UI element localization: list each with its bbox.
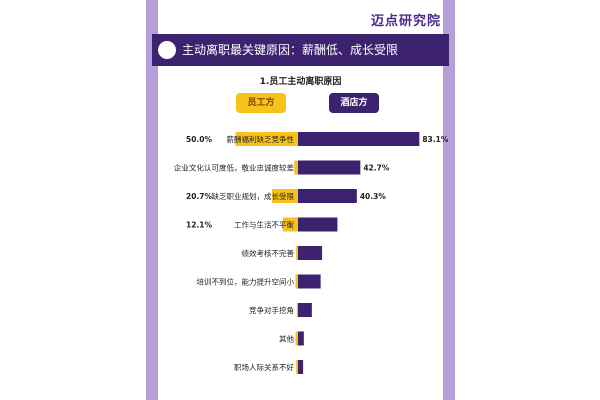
category-label-6: 竞争对手挖角 bbox=[249, 305, 294, 315]
value-label-hotel-0: 83.1% bbox=[422, 135, 449, 144]
bar-hotel-7 bbox=[298, 331, 304, 346]
diverging-bar-chart: 薪酬福利缺乏竞争性 50.0% 83.1% 企业文化认可度低，敬业忠诚度较差 42.7%… bbox=[174, 132, 449, 374]
bar-employee-6 bbox=[296, 303, 298, 317]
bar-employee-7 bbox=[295, 331, 298, 346]
bar-hotel-6 bbox=[298, 303, 312, 317]
bar-hotel-5 bbox=[298, 274, 321, 289]
bar-hotel-4 bbox=[298, 246, 323, 260]
value-label-hotel-1: 42.7% bbox=[363, 164, 390, 173]
category-label-8: 职场人际关系不好 bbox=[234, 362, 294, 372]
bar-employee-8 bbox=[296, 360, 298, 374]
bar-employee-4 bbox=[296, 246, 298, 260]
bar-hotel-1 bbox=[298, 160, 361, 175]
category-label-3: 工作与生活不平衡 bbox=[234, 220, 294, 230]
infographic-frame: 迈点研究院 主动离职最关键原因：薪酬低、成长受限 1.员工主动离职原因 员工方 … bbox=[146, 0, 455, 400]
value-label-employee-2: 20.7% bbox=[186, 192, 213, 201]
bar-hotel-0 bbox=[298, 132, 420, 146]
category-label-5: 培训不到位，能力提升空间小 bbox=[197, 277, 295, 287]
bar-employee-1 bbox=[294, 160, 298, 175]
category-label-1: 企业文化认可度低，敬业忠诚度较差 bbox=[174, 163, 294, 173]
bar-employee-2 bbox=[272, 189, 298, 203]
section-header: 主动离职最关键原因：薪酬低、成长受限 bbox=[152, 34, 449, 66]
chart-title: 1.员工主动离职原因 bbox=[259, 77, 342, 87]
value-label-hotel-2: 40.3% bbox=[360, 192, 387, 201]
brand-logo: 迈点研究院 bbox=[370, 14, 441, 29]
bar-hotel-3 bbox=[298, 217, 338, 232]
bar-hotel-2 bbox=[298, 189, 357, 203]
header-title: 主动离职最关键原因：薪酬低、成长受限 bbox=[182, 43, 399, 57]
category-label-4: 绩效考核不完善 bbox=[242, 248, 295, 258]
category-label-7: 其他 bbox=[279, 334, 294, 344]
category-label-0: 薪酬福利缺乏竞争性 bbox=[227, 134, 295, 144]
bar-employee-5 bbox=[295, 274, 298, 289]
category-label-2: 缺乏职业规划，成长受限 bbox=[212, 191, 295, 201]
bar-hotel-8 bbox=[298, 360, 304, 374]
legend-employee: 员工方 bbox=[236, 93, 286, 113]
bar-employee-0 bbox=[235, 132, 298, 146]
legend-hotel: 酒店方 bbox=[329, 93, 379, 113]
header-dot-icon bbox=[158, 41, 176, 59]
value-label-employee-0: 50.0% bbox=[186, 135, 213, 144]
bar-employee-3 bbox=[282, 217, 298, 232]
value-label-employee-3: 12.1% bbox=[186, 221, 213, 230]
